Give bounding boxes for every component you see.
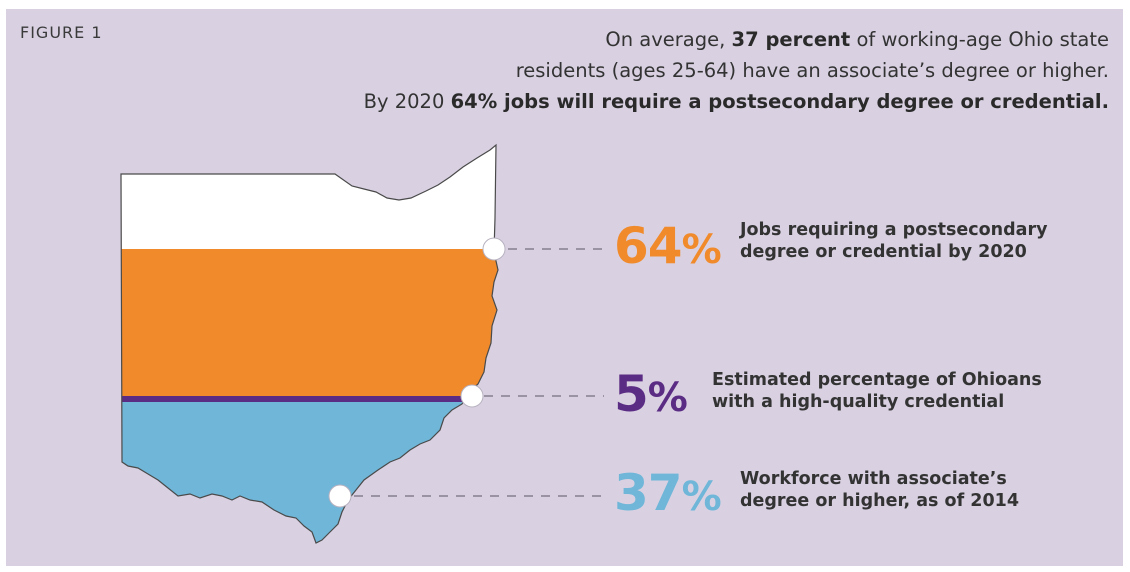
stat-unit: %	[681, 474, 722, 520]
stat-desc-37: Workforce with associate’s degree or hig…	[740, 468, 1019, 512]
headline-line-1-bold: 37 percent	[731, 28, 851, 51]
headline-line-3-bold: 64% jobs will require a postsecondary de…	[450, 90, 1109, 113]
stat-desc-5: Estimated percentage of Ohioans with a h…	[712, 369, 1042, 413]
stat-number: 64	[614, 217, 683, 275]
headline-line-1-pre: On average,	[605, 28, 732, 51]
marker-dot-64	[482, 237, 506, 261]
headline-line-1: On average, 37 percent of working-age Oh…	[309, 24, 1109, 55]
stat-desc-line-1: Workforce with associate’s	[740, 469, 1007, 489]
stat-desc-line-2: degree or credential by 2020	[740, 242, 1027, 262]
stat-unit: %	[681, 227, 722, 273]
stat-desc-64: Jobs requiring a postsecondary degree or…	[740, 219, 1048, 263]
marker-dot-5	[460, 384, 484, 408]
ohio-outline	[120, 143, 499, 544]
stat-desc-line-2: degree or higher, as of 2014	[740, 491, 1019, 511]
headline-line-3: By 2020 64% jobs will require a postseco…	[309, 86, 1109, 117]
stat-desc-line-1: Jobs requiring a postsecondary	[740, 220, 1048, 240]
orange-band	[121, 249, 498, 396]
marker-dot-37	[328, 484, 352, 508]
stat-number: 37	[614, 464, 683, 522]
headline-line-3-pre: By 2020	[363, 90, 451, 113]
stat-number: 5	[614, 365, 649, 423]
stat-desc-line-1: Estimated percentage of Ohioans	[712, 370, 1042, 390]
ohio-map-bands	[121, 145, 498, 543]
blue-band	[121, 402, 498, 543]
figure-label: FIGURE 1	[20, 23, 103, 42]
headline-line-1-post: of working-age Ohio state	[850, 28, 1109, 51]
headline-line-2: residents (ages 25-64) have an associate…	[515, 59, 1109, 82]
white-band	[121, 145, 498, 249]
headline: On average, 37 percent of working-age Oh…	[309, 24, 1109, 117]
stat-desc-line-2: with a high-quality credential	[712, 392, 1005, 412]
stat-value-37: 37%	[614, 468, 722, 522]
stat-value-5: 5%	[614, 369, 688, 423]
stat-unit: %	[647, 375, 688, 421]
stat-value-64: 64%	[614, 221, 722, 275]
purple-band	[121, 396, 498, 402]
